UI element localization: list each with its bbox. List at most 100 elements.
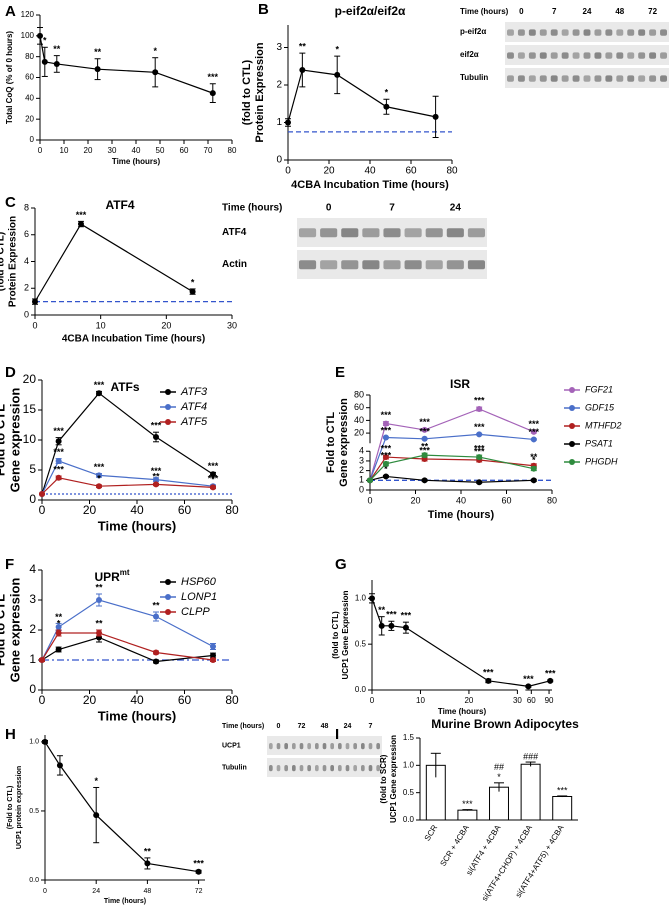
marker	[55, 458, 62, 464]
marker	[96, 597, 102, 603]
y-tick-label: 0.0	[355, 685, 367, 694]
x-tick-label: 0	[367, 495, 372, 505]
marker	[382, 420, 389, 427]
blot-band	[383, 228, 401, 238]
series-line	[39, 35, 214, 94]
blot-time-label: Time (hours)	[460, 7, 509, 16]
chart-title: ISR	[450, 377, 470, 391]
marker	[369, 595, 375, 602]
blot-band	[561, 29, 569, 36]
blot-band	[539, 52, 547, 59]
blot-band	[362, 228, 380, 238]
marker	[189, 288, 196, 295]
legend-marker	[165, 389, 171, 395]
marker	[42, 738, 48, 745]
x-axis-label: Time (hours)	[428, 509, 495, 521]
blot-band	[362, 260, 380, 270]
y-axis-label: Protein Expression	[8, 216, 19, 307]
significance: ***	[208, 461, 219, 471]
blot-band	[320, 228, 338, 238]
blot-lane-label: 0	[326, 203, 332, 214]
x-tick-label: 20	[323, 166, 335, 177]
y-tick-label: 4	[29, 562, 36, 576]
panel-letter: I	[335, 726, 339, 743]
y-tick-label: 20	[25, 114, 34, 123]
legend-marker	[569, 441, 575, 447]
x-tick-label: 24	[92, 888, 100, 895]
blot-lane-label: 48	[321, 723, 329, 730]
blot-time-label: Time (hours)	[222, 203, 282, 214]
blot-band	[507, 52, 514, 59]
x-tick-label: 60	[178, 693, 192, 707]
blot-lane-label: 48	[615, 7, 624, 16]
significance: ***	[193, 859, 204, 869]
x-axis-label: Time (hours)	[438, 707, 487, 716]
blot-lane-label: 72	[648, 7, 657, 16]
blot-band	[627, 75, 635, 82]
y-tick-label: 1	[29, 652, 36, 666]
chart-title: p-eif2α/eif2α	[335, 4, 406, 18]
y-tick-label: 2	[276, 80, 282, 91]
significance: ***	[53, 464, 64, 474]
x-tick-label: 30	[227, 320, 237, 330]
chart-title: Murine Brown Adipocytes	[431, 717, 579, 731]
blot-band	[660, 75, 667, 82]
y-tick-label: 3	[29, 592, 36, 606]
significance: **	[144, 846, 152, 856]
significance: **	[55, 612, 63, 622]
y-axis-label: Total CoQ (% of 0 hours)	[5, 31, 14, 125]
blot-band	[507, 29, 514, 36]
panel-letter: D	[5, 364, 16, 381]
blot-band	[292, 765, 296, 772]
chart-title: ATF4	[105, 198, 134, 212]
marker	[55, 630, 62, 636]
chart-title: ATFs	[110, 380, 139, 394]
y-tick-label: 2	[359, 465, 364, 475]
marker	[476, 454, 483, 461]
x-axis-label: 4CBA Incubation Time (hours)	[62, 334, 205, 345]
bar	[489, 786, 509, 821]
blot-band	[425, 228, 443, 238]
y-tick-label: 1.5	[403, 733, 415, 742]
blot-band	[649, 29, 657, 36]
blot-band	[299, 765, 304, 772]
x-tick-label: 0	[43, 888, 47, 895]
marker	[383, 103, 390, 110]
x-tick-label: 80	[547, 495, 557, 505]
y-tick-label: 3	[276, 42, 282, 53]
significance: ***	[94, 380, 105, 390]
marker	[94, 66, 101, 73]
marker	[55, 438, 62, 445]
blot-lane-label: 24	[583, 7, 592, 16]
blot-band	[517, 29, 525, 36]
significance: ***	[483, 667, 494, 677]
blot-band	[376, 765, 380, 772]
significance: *	[385, 88, 389, 98]
blot-time-label: Time (hours)	[222, 723, 264, 730]
marker	[530, 465, 537, 472]
y-tick-label: 0.0	[29, 877, 39, 884]
marker	[530, 436, 537, 443]
marker	[210, 657, 216, 663]
bar	[552, 795, 573, 821]
x-tick-label: 0	[39, 503, 46, 517]
blot-row-label: p-eif2α	[460, 27, 486, 36]
blot-band	[446, 260, 464, 270]
blot-band	[299, 228, 317, 238]
y-tick-label: 40	[354, 415, 364, 425]
legend-marker	[165, 579, 171, 585]
x-tick-label: 40	[364, 166, 376, 177]
x-tick-label: 80	[446, 166, 458, 177]
x-tick-label: 90	[545, 696, 554, 705]
y-tick-label: 15	[23, 402, 37, 416]
bar	[520, 763, 541, 821]
marker	[39, 657, 45, 663]
y-tick-label: 0.5	[29, 808, 39, 815]
marker	[421, 452, 428, 459]
x-tick-label: 50	[156, 146, 165, 155]
legend-label: PHGDH	[585, 456, 618, 466]
blot-band	[539, 29, 547, 36]
y-tick-label: 0	[30, 135, 35, 144]
y-tick-label: 0	[29, 682, 36, 696]
y-axis-label: (fold to SCR)	[379, 754, 388, 803]
